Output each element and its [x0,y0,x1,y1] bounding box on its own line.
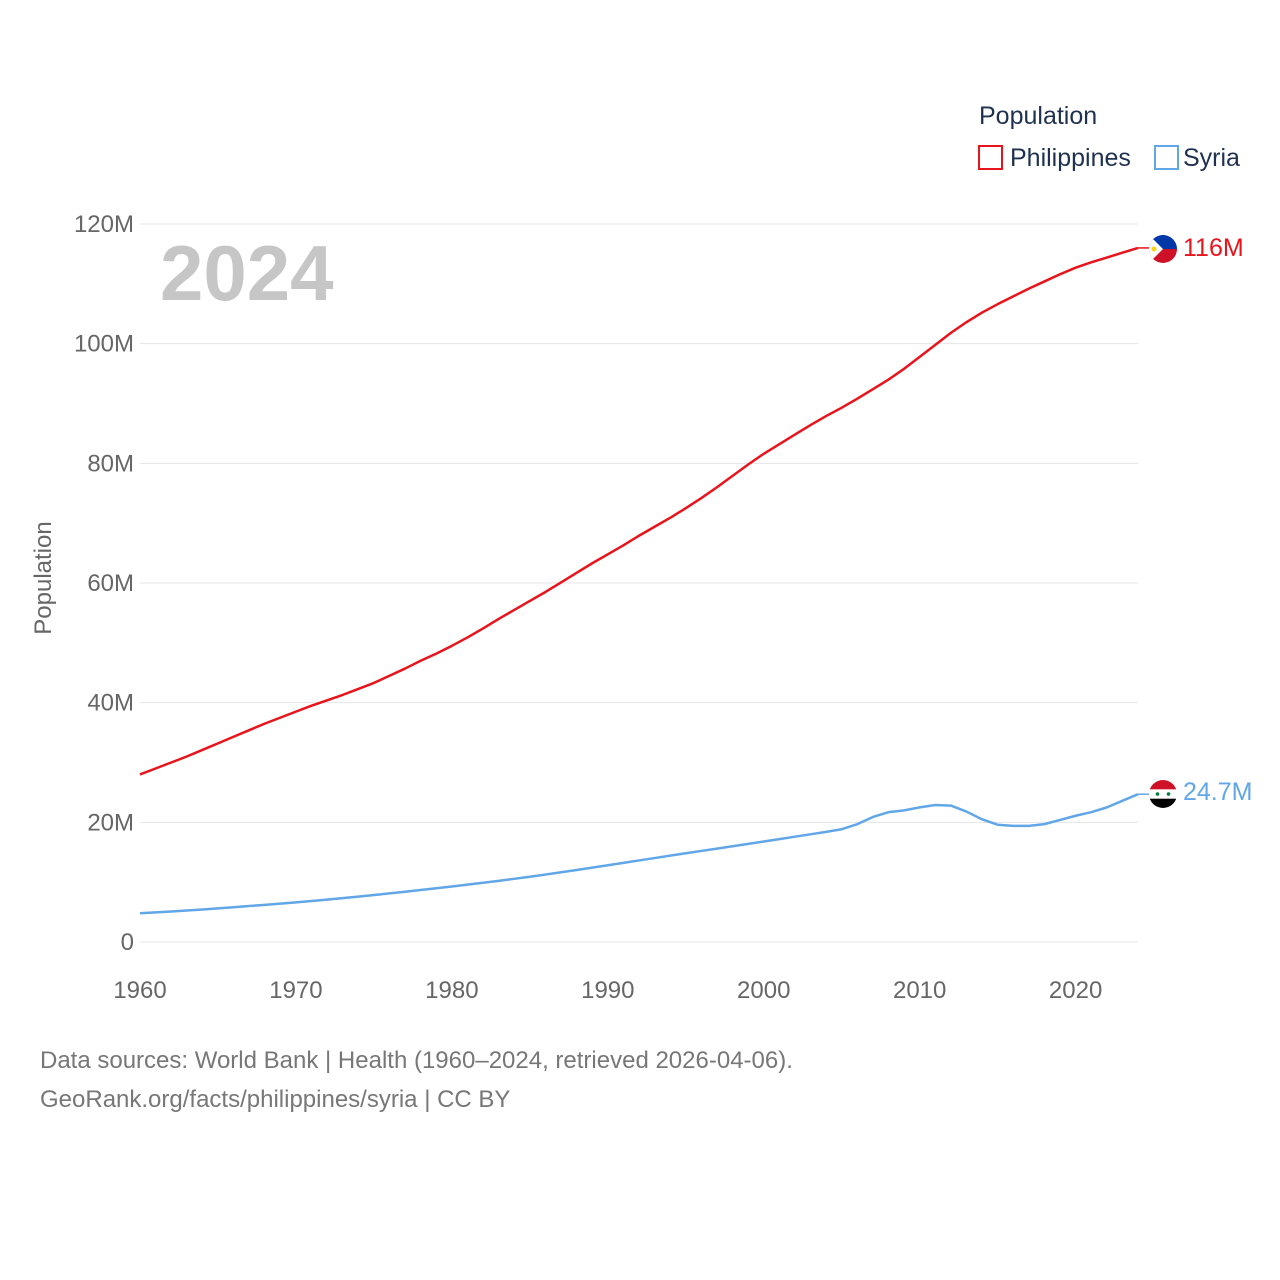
end-value-philippines: 116M [1183,234,1244,262]
y-tick-label: 60M [87,570,134,597]
legend-swatch-syria[interactable] [1154,145,1179,170]
legend-title: Population [979,102,1097,130]
legend-label-syria[interactable]: Syria [1183,144,1240,172]
series-line-syria[interactable] [139,793,1139,915]
y-axis-ticks: 0 20M 40M 60M 80M 100M 120M [74,211,134,956]
footer-attribution[interactable]: GeoRank.org/facts/philippines/syria | CC… [40,1086,511,1113]
y-tick-label: 120M [74,211,134,238]
gridlines [140,223,1138,943]
philippines-flag-icon [1149,235,1177,263]
x-tick-label: 2000 [737,977,790,1004]
y-tick-label: 40M [87,690,134,717]
year-label: 2024 [160,229,334,317]
x-tick-label: 1960 [113,977,166,1004]
legend: Population Philippines Syria [978,102,1240,172]
y-tick-label: 20M [87,809,134,836]
x-tick-label: 2010 [893,977,946,1004]
x-tick-label: 1990 [581,977,634,1004]
end-value-syria: 24.7M [1183,778,1252,806]
series-lines [139,246,1149,915]
y-tick-label: 100M [74,331,134,358]
x-tick-label: 2020 [1049,977,1102,1004]
legend-label-philippines[interactable]: Philippines [1010,144,1131,172]
x-axis-ticks: 1960 1970 1980 1990 2000 2010 2020 [113,977,1102,1004]
x-tick-label: 1980 [425,977,478,1004]
series-line-philippines[interactable] [139,246,1139,776]
legend-swatch-philippines[interactable] [978,145,1003,170]
syria-flag-icon [1149,780,1177,808]
x-tick-label: 1970 [269,977,322,1004]
y-tick-label: 80M [87,450,134,477]
footer-sources: Data sources: World Bank | Health (1960–… [40,1047,793,1074]
y-axis-label: Population [30,521,57,634]
y-tick-label: 0 [121,929,134,956]
